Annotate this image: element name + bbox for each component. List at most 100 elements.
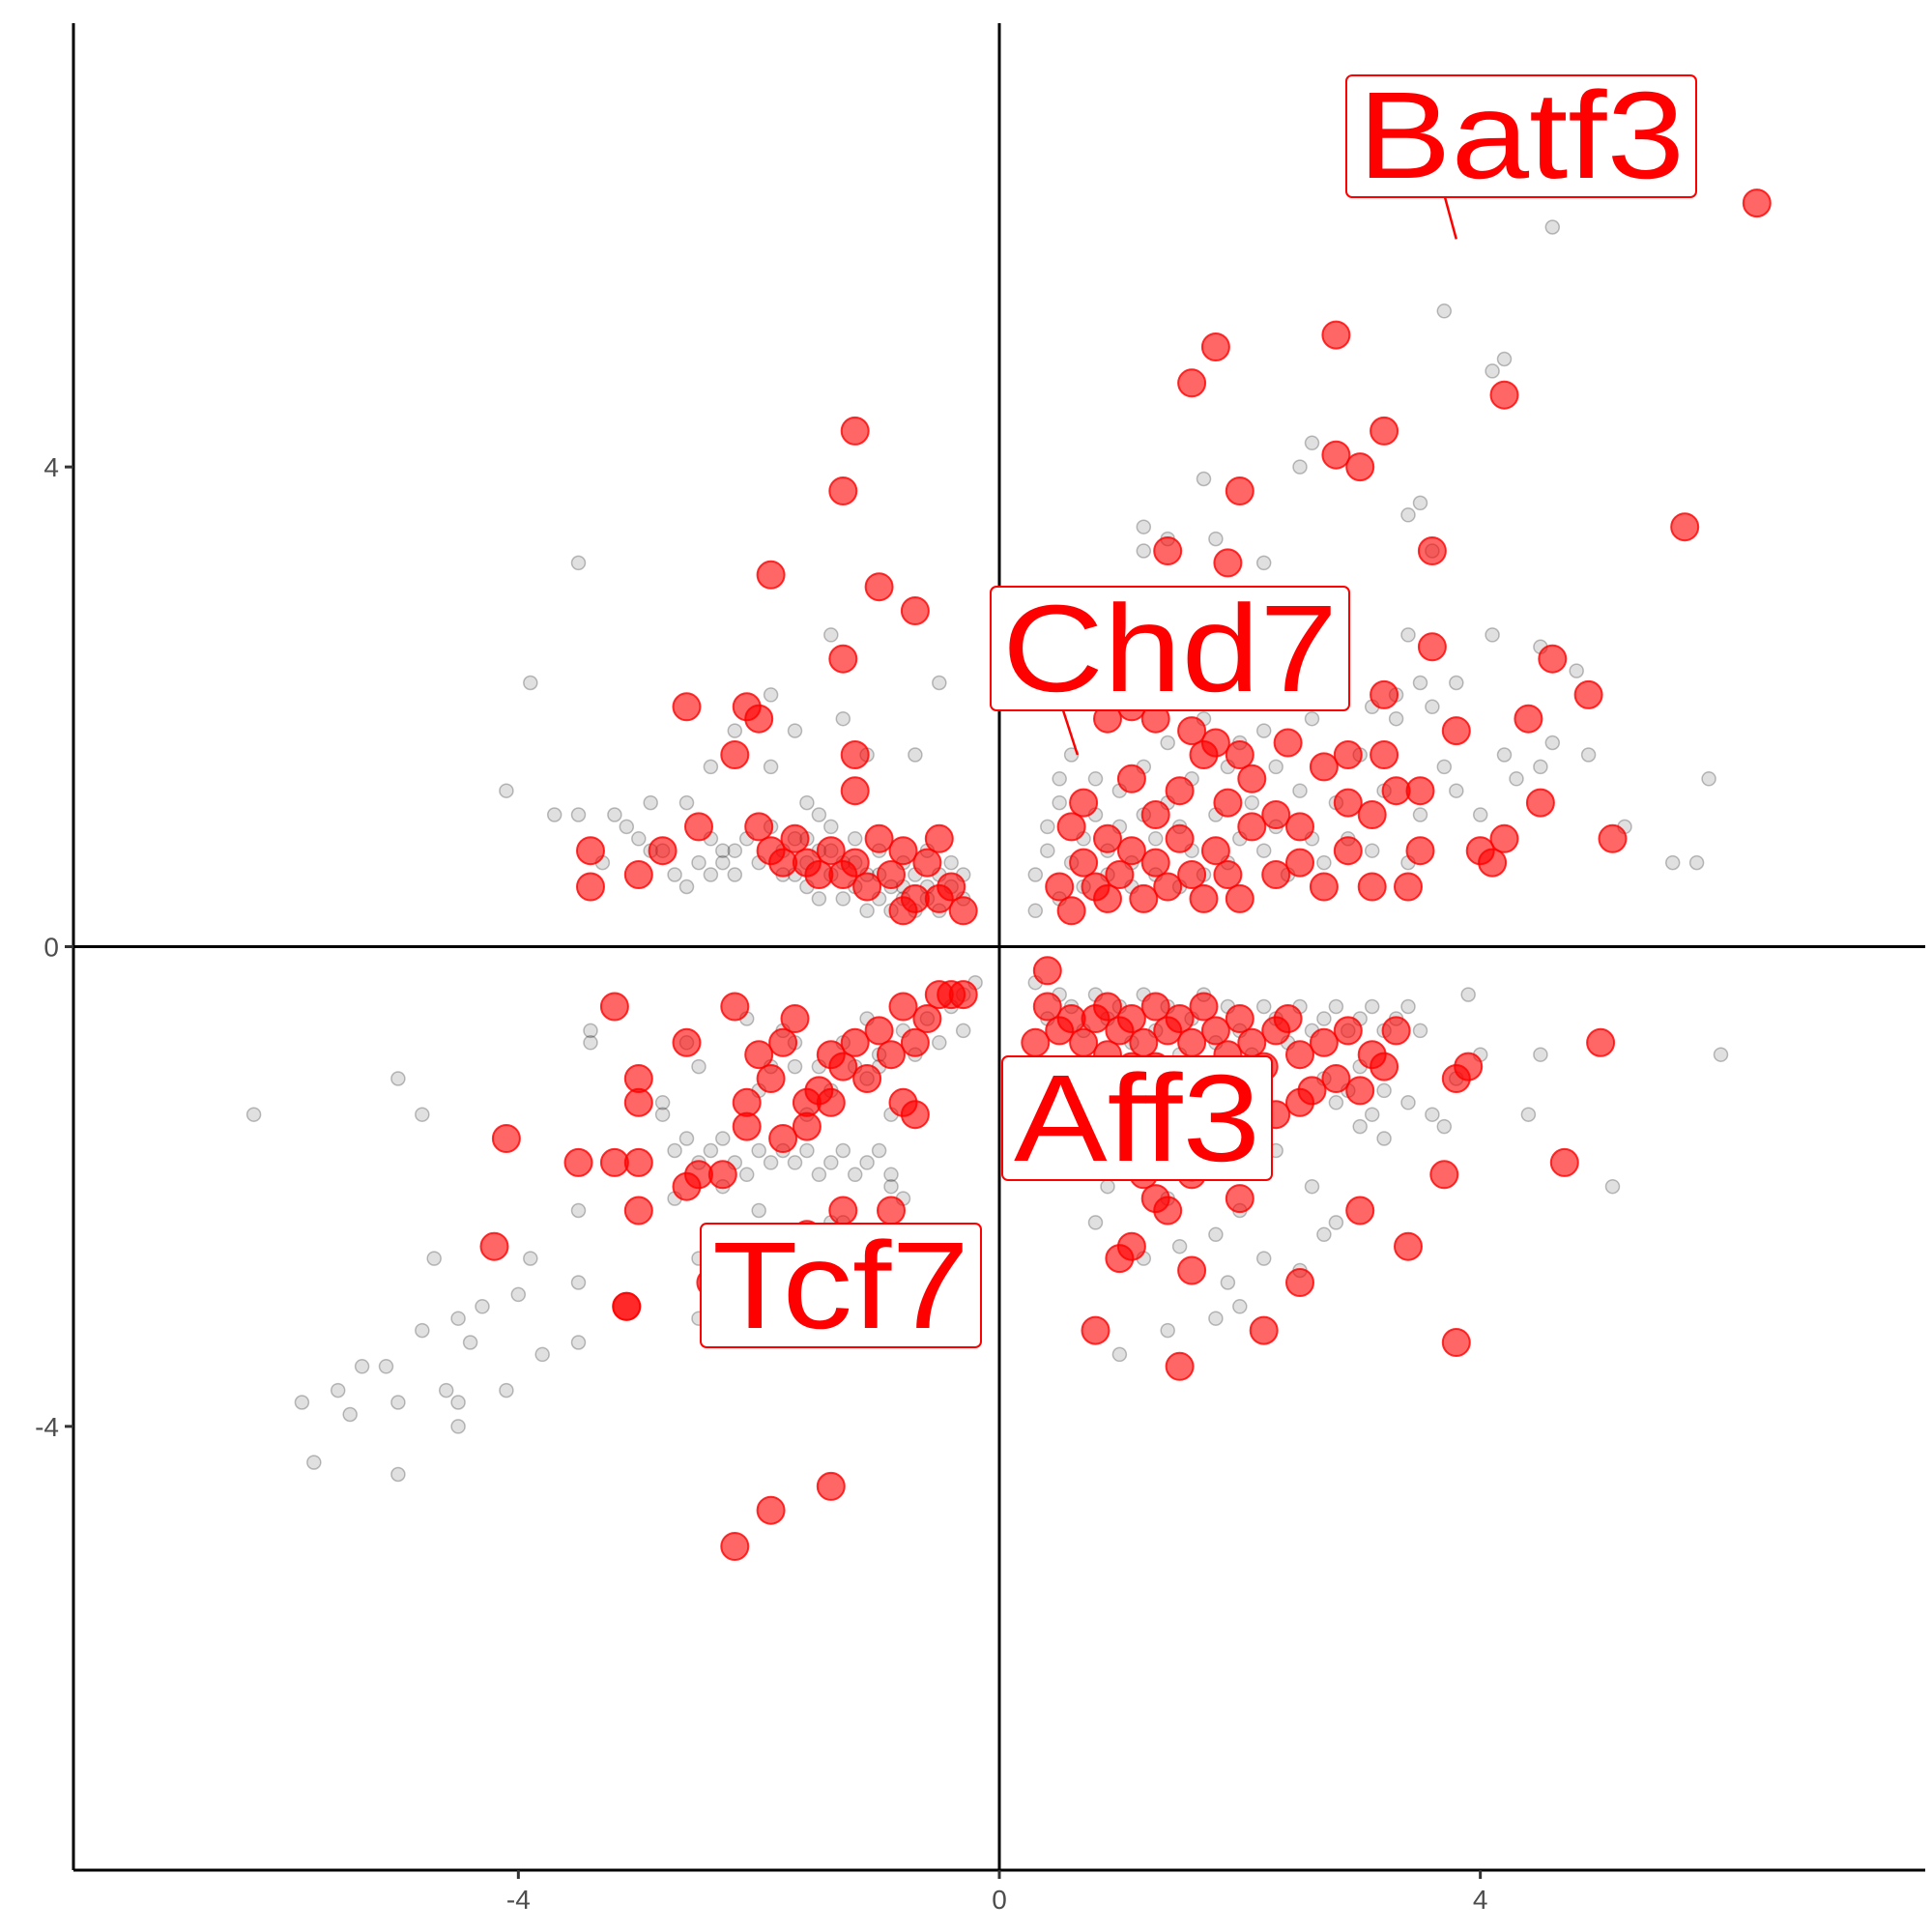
background-point [678,794,695,811]
highlight-point [744,704,774,734]
highlight-point [912,848,942,878]
background-point [727,843,743,858]
highlight-point [1116,764,1146,793]
highlight-point [1429,1160,1459,1190]
background-point [475,1299,490,1314]
background-point [1701,771,1716,787]
highlight-point [1345,1196,1375,1226]
background-point [835,891,851,907]
highlight-point [1093,823,1122,853]
highlight-point [1165,1351,1195,1381]
background-point [1136,543,1152,559]
background-point [1520,1107,1537,1122]
highlight-point [744,812,774,842]
background-point [1412,807,1428,822]
background-point [1304,435,1320,451]
background-point [678,879,695,895]
highlight-point [1333,1016,1363,1046]
background-point [523,1251,538,1266]
highlight-point [1573,679,1603,709]
highlight-point [1056,1004,1086,1033]
background-point [1412,1023,1428,1039]
highlight-point [1200,1016,1230,1046]
highlight-point [612,1291,642,1321]
highlight-point [623,1196,653,1226]
label-connector [1443,196,1457,240]
background-point [1400,627,1416,643]
background-point [1460,987,1476,1002]
background-point [1580,747,1597,763]
background-point [1052,771,1067,787]
highlight-point [840,776,870,806]
background-point [1208,1226,1224,1243]
highlight-point [1489,380,1519,410]
background-point [667,1142,682,1159]
background-point [1544,219,1561,235]
background-point [908,747,923,763]
highlight-point [828,644,858,674]
highlight-point [1321,1064,1351,1093]
background-point [787,723,803,738]
highlight-point [768,1027,798,1057]
highlight-point [684,812,713,842]
background-point [643,794,658,811]
background-point [1111,1346,1128,1363]
background-point [546,807,562,822]
highlight-point [864,572,894,602]
background-point [1533,759,1548,775]
highlight-point [840,1027,870,1057]
highlight-point [1116,1004,1146,1033]
background-point [715,843,731,858]
background-point [1316,1011,1332,1026]
highlight-point [1394,1231,1423,1261]
background-point [583,1023,598,1039]
highlight-point [888,992,918,1022]
background-point [1027,903,1044,919]
highlight-point [1069,848,1099,878]
label-box [990,586,1350,711]
label-box [1001,1055,1273,1181]
reference-lines [73,23,1925,1870]
background-point [1376,1082,1392,1099]
background-point [691,854,706,871]
highlight-point [948,980,978,1010]
highlight-point [599,992,629,1022]
highlight-point [924,883,954,913]
highlight-point [1225,740,1254,769]
background-point [570,1275,587,1290]
background-point [1171,1238,1188,1254]
highlight-point [1285,1087,1314,1117]
highlight-point [1309,1027,1339,1057]
background-point [1509,771,1524,787]
x-tick-label: 0 [992,1885,1007,1915]
background-point [1400,507,1416,523]
background-point [415,1107,430,1122]
background-point [1449,675,1464,691]
highlight-point [1225,883,1254,913]
background-point [1425,699,1440,715]
background-point [390,1071,406,1086]
highlight-point [864,1016,894,1046]
highlight-point [1394,872,1423,902]
background-point [1364,1107,1380,1122]
background-point [1436,1118,1453,1135]
background-point [667,867,682,882]
background-point [1496,747,1513,763]
background-point [1220,1275,1236,1290]
highlight-point [1177,860,1207,889]
highlight-point [1345,452,1375,482]
highlight-point [840,416,870,446]
background-point [1160,1322,1175,1339]
highlight-point [1153,872,1183,902]
highlight-point [900,1100,930,1130]
background-point [1268,759,1283,775]
highlight-point [780,823,810,853]
background-point [354,1359,370,1374]
highlight-point [732,1111,762,1141]
highlight-point [1140,800,1170,829]
highlight-point [707,1160,737,1190]
y-tick-label: 0 [43,933,59,963]
highlight-point [900,1027,930,1057]
background-point [1292,783,1308,798]
background-point [1328,1215,1344,1230]
